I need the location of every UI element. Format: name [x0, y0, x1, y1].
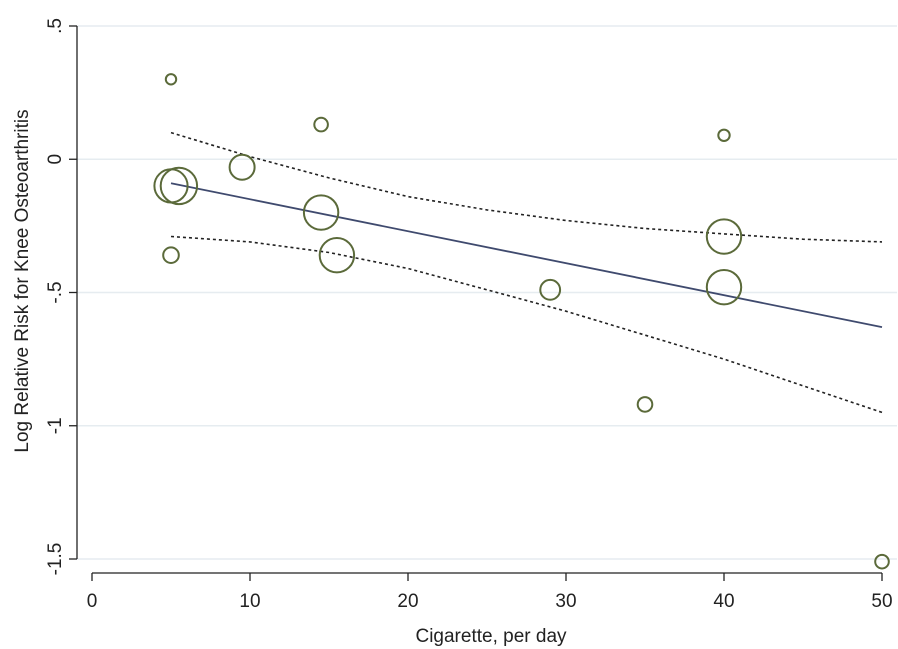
data-point — [539, 278, 562, 301]
data-point — [302, 194, 340, 231]
x-axis-label: Cigarette, per day — [415, 626, 567, 647]
x-tick-label: 30 — [555, 591, 576, 612]
data-point — [717, 128, 731, 142]
x-axis: 0 10 20 30 40 50 — [87, 572, 893, 612]
data-point — [318, 236, 356, 274]
y-tick-label: -.5 — [45, 281, 66, 303]
data-point — [159, 166, 199, 206]
y-axis: -1.5 -1 -.5 0 .5 — [45, 18, 78, 576]
ci-lower-line — [170, 235, 883, 414]
confidence-band — [170, 131, 883, 414]
y-axis-label: Log Relative Risk for Knee Osteoarthriti… — [12, 109, 33, 452]
x-tick-label: 0 — [87, 591, 98, 612]
fit-line — [170, 182, 883, 329]
data-point — [705, 218, 743, 255]
data-point — [705, 268, 743, 306]
data-point — [313, 116, 329, 133]
y-tick-label: -1.5 — [45, 543, 66, 576]
gridlines — [77, 25, 897, 560]
x-tick-label: 10 — [239, 591, 260, 612]
y-tick-label: 0 — [45, 154, 66, 165]
data-point — [228, 153, 256, 181]
data-point — [636, 396, 654, 413]
y-tick-label: .5 — [45, 18, 66, 34]
data-point — [164, 73, 178, 86]
x-tick-label: 40 — [713, 591, 734, 612]
x-tick-label: 20 — [397, 591, 418, 612]
fit-line-group — [170, 182, 883, 329]
x-tick-label: 50 — [871, 591, 892, 612]
data-points — [153, 73, 890, 570]
ci-upper-line — [170, 131, 883, 243]
y-tick-label: -1 — [45, 417, 66, 434]
data-point — [162, 246, 180, 264]
data-point — [874, 553, 890, 570]
